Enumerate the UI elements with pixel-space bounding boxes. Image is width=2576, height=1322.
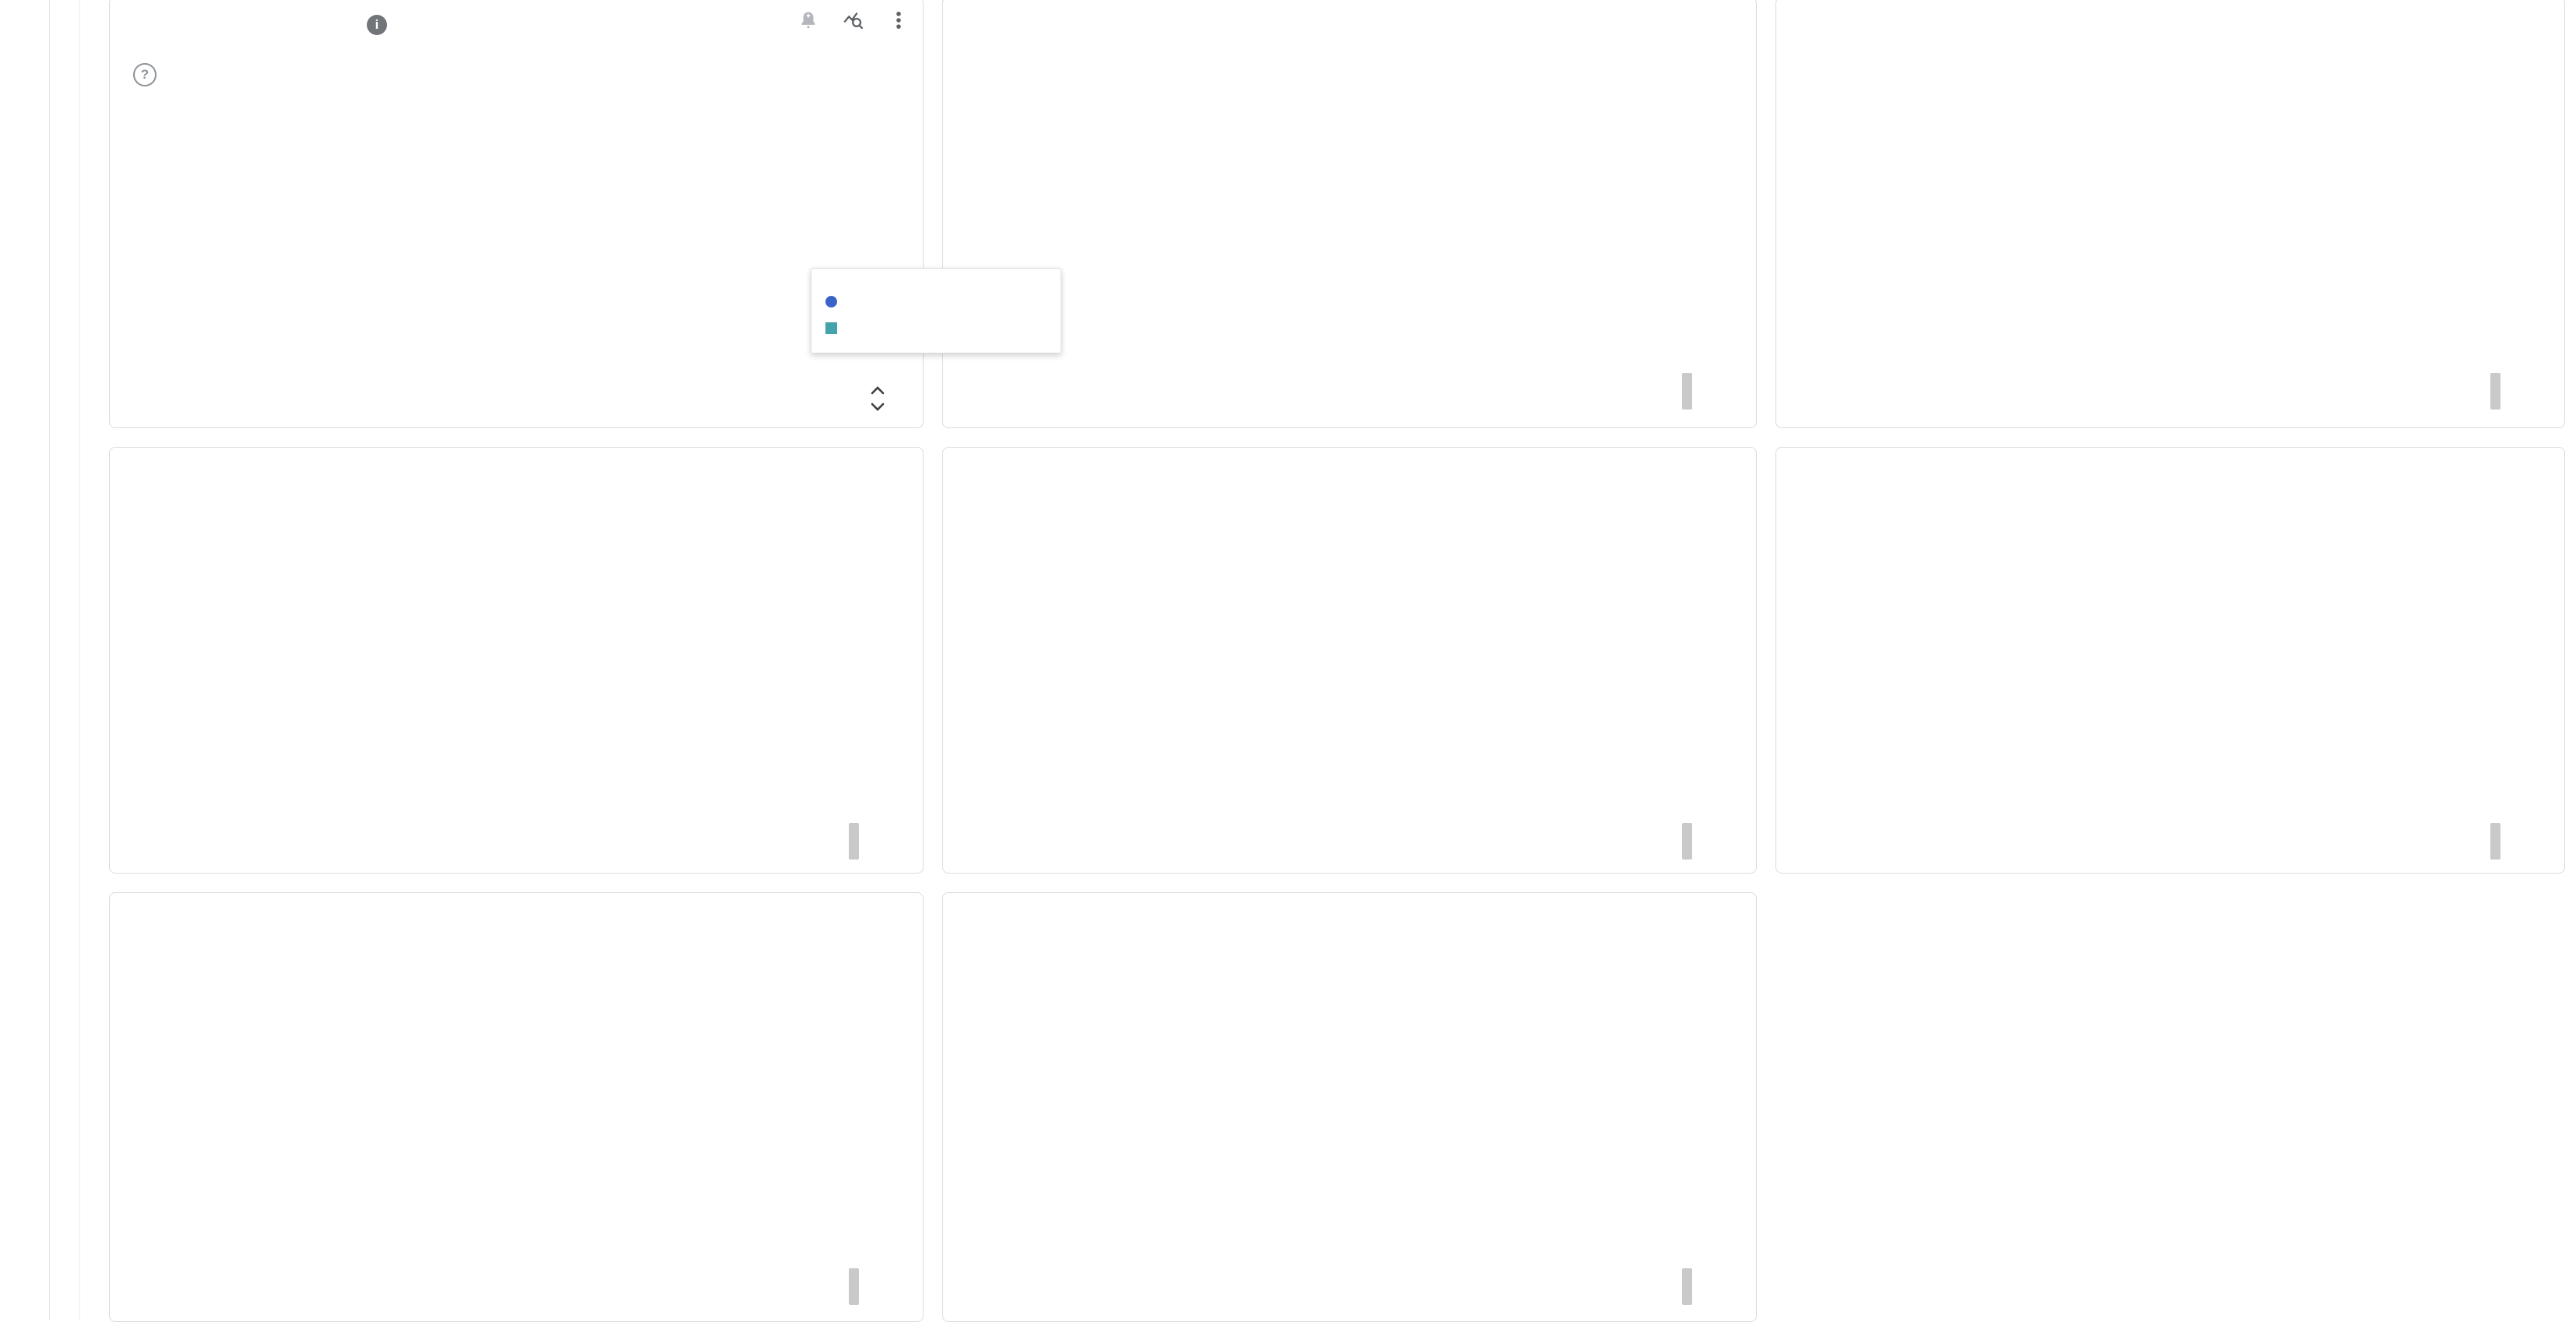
chart-plot-area[interactable] [110,893,923,1321]
chart-plot-area[interactable] [943,893,1756,1321]
info-icon[interactable]: i [367,15,387,35]
chart-plot-area[interactable] [943,448,1756,873]
chart-plot-area[interactable] [110,448,923,873]
help-icon[interactable]: ? [133,63,157,86]
series-marker-circle [825,295,837,308]
hover-tooltip [811,268,1061,353]
left-nav-sidebar [0,0,50,1320]
chart-card-shuffle-write-ratio [109,892,924,1322]
legend-scrollbar[interactable] [2490,373,2500,410]
series-marker-square [825,322,837,334]
more-vert-icon[interactable] [887,9,910,32]
chart-card-bytes-read-vs-written [942,447,1757,874]
legend-expand-chevron[interactable] [868,384,887,417]
legend-scrollbar[interactable] [1682,823,1692,860]
chart-card-batch-spark-executors: i ? [109,0,924,428]
content-divider [79,0,80,1320]
chart-card-jvm-gc-ratio [942,0,1757,428]
legend-scrollbar[interactable] [1682,1268,1692,1305]
chart-card-memory-used [109,447,924,874]
chart-plot-area[interactable] [1776,448,2564,873]
chart-plot-area[interactable] [943,0,1756,427]
chart-card-stages-progression [942,892,1757,1322]
legend-scrollbar[interactable] [1682,373,1692,410]
legend-scrollbar[interactable] [849,823,859,860]
chart-plot-area[interactable] [110,0,923,427]
tooltip-row [825,315,1047,341]
legend-scrollbar[interactable] [2490,823,2500,860]
chart-plot-area[interactable] [1776,0,2564,427]
chart-card-records-read-vs-written [1775,447,2565,874]
add-alert-bell-icon[interactable] [797,9,820,32]
tooltip-row [825,288,1047,315]
metrics-explorer-icon[interactable] [842,9,865,32]
chart-card-disk-bytes-spilled [1775,0,2565,428]
legend-scrollbar[interactable] [849,1268,859,1305]
